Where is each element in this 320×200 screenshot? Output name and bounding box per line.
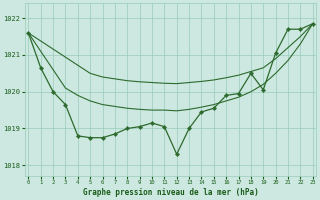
X-axis label: Graphe pression niveau de la mer (hPa): Graphe pression niveau de la mer (hPa)	[83, 188, 259, 197]
